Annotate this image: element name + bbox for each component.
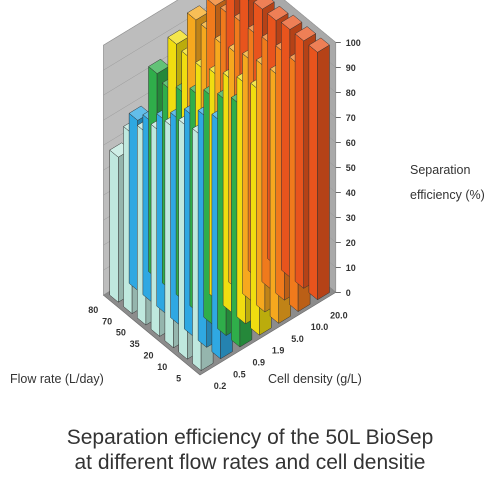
z-tick-label: 70 [346, 113, 356, 123]
z-tick-label: 50 [346, 163, 356, 173]
bar-face-left [308, 44, 318, 301]
z-axis-title-line: Separation [410, 163, 471, 177]
bar-face-left [109, 149, 119, 303]
x-axis-title: Flow rate (L/day) [10, 372, 104, 386]
y-tick-label: 0.5 [233, 369, 246, 379]
z-tick-label: 30 [346, 213, 356, 223]
bar-face-top [308, 37, 330, 53]
bar-face-top [294, 26, 317, 42]
bar-face-top [253, 0, 275, 10]
bar-face-left [128, 112, 138, 291]
x-tick-label: 20 [143, 351, 153, 361]
x-tick-label: 50 [116, 328, 126, 338]
y-tick-label: 1.9 [272, 346, 285, 356]
z-tick-label: 80 [346, 88, 356, 98]
bar-face-top [148, 58, 170, 74]
y-tick-label: 20.0 [330, 310, 348, 320]
figure-caption: Separation efficiency of the 50L BioSep … [0, 425, 500, 475]
x-tick-label: 35 [130, 339, 140, 349]
bar-face-top [267, 5, 289, 21]
x-tick-label: 5 [176, 373, 181, 383]
bar-face-top [167, 29, 189, 45]
z-tick-label: 40 [346, 188, 356, 198]
y-axis-title: Cell density (g/L) [268, 372, 362, 386]
y-tick-label: 0.9 [253, 358, 266, 368]
z-tick-label: 20 [346, 238, 356, 248]
z-tick-label: 100 [346, 38, 361, 48]
bar-face-right [317, 44, 330, 301]
x-tick-label: 70 [102, 316, 112, 326]
y-tick-label: 0.2 [214, 381, 227, 391]
chart-bars [109, 0, 330, 372]
bar [308, 37, 330, 301]
caption-line-1: Separation efficiency of the 50L BioSep [66, 426, 434, 449]
x-tick-label: 10 [157, 362, 167, 372]
z-tick-label: 0 [346, 288, 351, 298]
y-tick-label: 10.0 [311, 322, 329, 332]
z-tick-label: 10 [346, 263, 356, 273]
z-tick-label: 60 [346, 138, 356, 148]
bar-face-top [280, 14, 303, 30]
x-tick-label: 80 [88, 305, 98, 315]
bar-face-left [294, 33, 304, 289]
bar-face-top [186, 5, 209, 21]
z-axis-title-line: efficiency (%) [410, 188, 485, 202]
y-tick-label: 5.0 [291, 334, 304, 344]
z-tick-label: 90 [346, 63, 356, 73]
chart-labels: 010203040506070809010051020355070800.20.… [10, 38, 485, 391]
z-gridline [103, 0, 336, 46]
caption-line-2: at different flow rates and cell densiti… [74, 451, 426, 474]
bar-face-top [208, 0, 226, 7]
bar-face-left [281, 21, 291, 278]
